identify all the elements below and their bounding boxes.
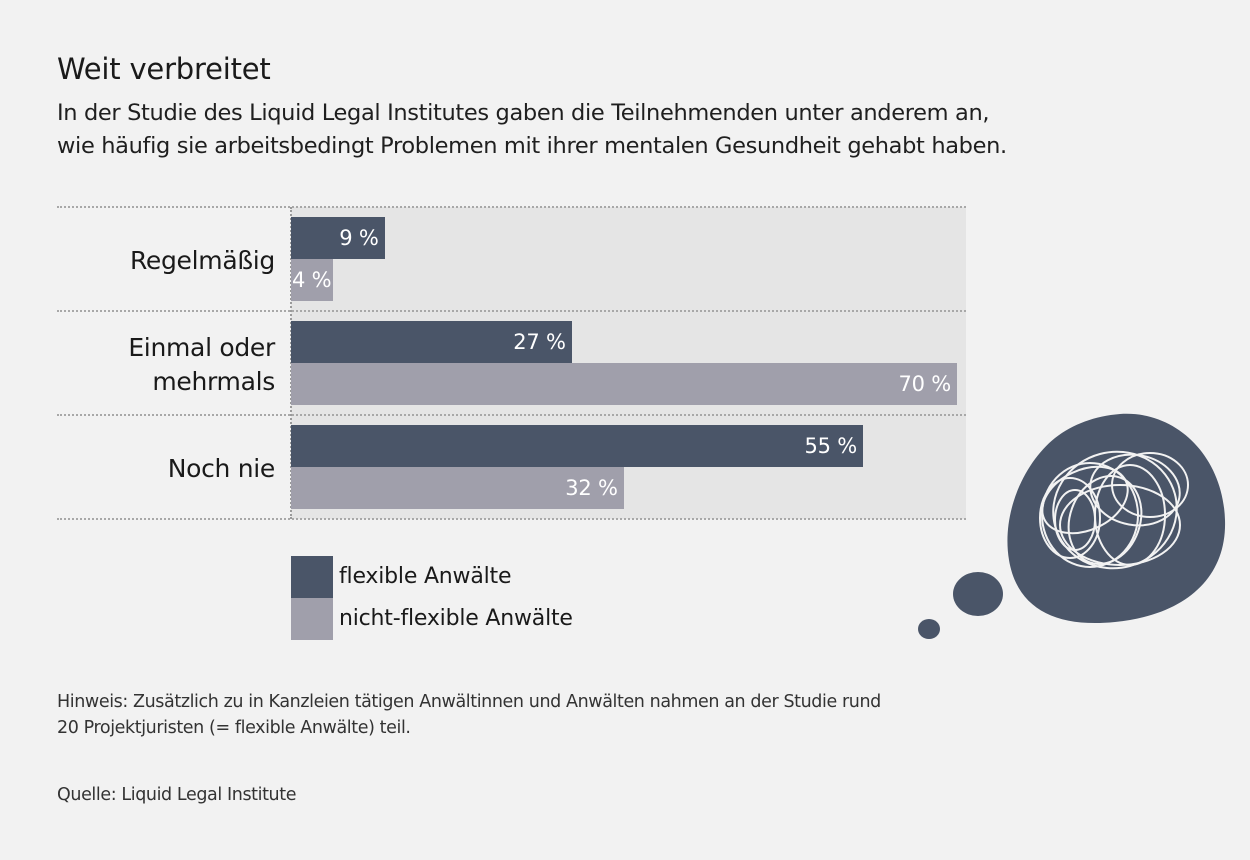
legend-swatch-flexible — [291, 556, 333, 598]
footnote-line-1: Hinweis: Zusätzlich zu in Kanzleien täti… — [57, 692, 881, 712]
scribble-lines — [1039, 450, 1189, 570]
group-separator-line — [57, 414, 966, 416]
category-label: Einmal oder mehrmals — [128, 331, 275, 399]
bar-non-flexible: 32 % — [291, 467, 624, 509]
category-label-line: Noch nie — [167, 454, 276, 483]
bar-non-flexible: 4 % — [291, 259, 333, 301]
bar-value-label: 70 % — [898, 372, 951, 396]
legend-label-non-flexible: nicht-flexible Anwälte — [339, 606, 573, 631]
bar-flexible: 9 % — [291, 217, 385, 259]
category-label: Noch nie — [167, 452, 276, 486]
subtitle-line-1: In der Studie des Liquid Legal Institute… — [57, 100, 990, 126]
bar-value-label: 55 % — [804, 434, 857, 458]
group-separator-line — [57, 310, 966, 312]
category-label-line: Einmal oder — [128, 333, 275, 362]
category-label-line: Regelmäßig — [129, 246, 275, 275]
subtitle-line-2: wie häufig sie arbeitsbedingt Problemen … — [57, 133, 1007, 159]
bar-value-label: 9 % — [339, 226, 379, 250]
thought-bubble-small — [953, 572, 1003, 616]
thought-bubble-tiny — [918, 619, 940, 639]
bar-value-label: 32 % — [565, 476, 618, 500]
chart-subtitle: In der Studie des Liquid Legal Institute… — [57, 97, 1227, 163]
category-label-line: mehrmals — [152, 367, 275, 396]
footnote: Hinweis: Zusätzlich zu in Kanzleien täti… — [57, 689, 1057, 741]
bar-flexible: 27 % — [291, 321, 572, 363]
bar-value-label: 27 % — [513, 330, 566, 354]
thought-bubble-main — [1007, 413, 1226, 624]
footnote-line-2: 20 Projektjuristen (= flexible Anwälte) … — [57, 718, 411, 738]
group-separator-line — [57, 206, 966, 208]
group-separator-line — [57, 518, 966, 520]
thought-bubble-scribble-icon — [918, 413, 1226, 639]
bar-non-flexible: 70 % — [291, 363, 957, 405]
legend-swatch-non-flexible — [291, 598, 333, 640]
chart-title: Weit verbreitet — [57, 52, 271, 86]
category-label: Regelmäßig — [130, 244, 275, 278]
bar-value-label: 4 % — [292, 268, 332, 292]
bar-flexible: 55 % — [291, 425, 863, 467]
legend-label-flexible: flexible Anwälte — [339, 564, 512, 589]
source-text: Quelle: Liquid Legal Institute — [57, 785, 297, 805]
